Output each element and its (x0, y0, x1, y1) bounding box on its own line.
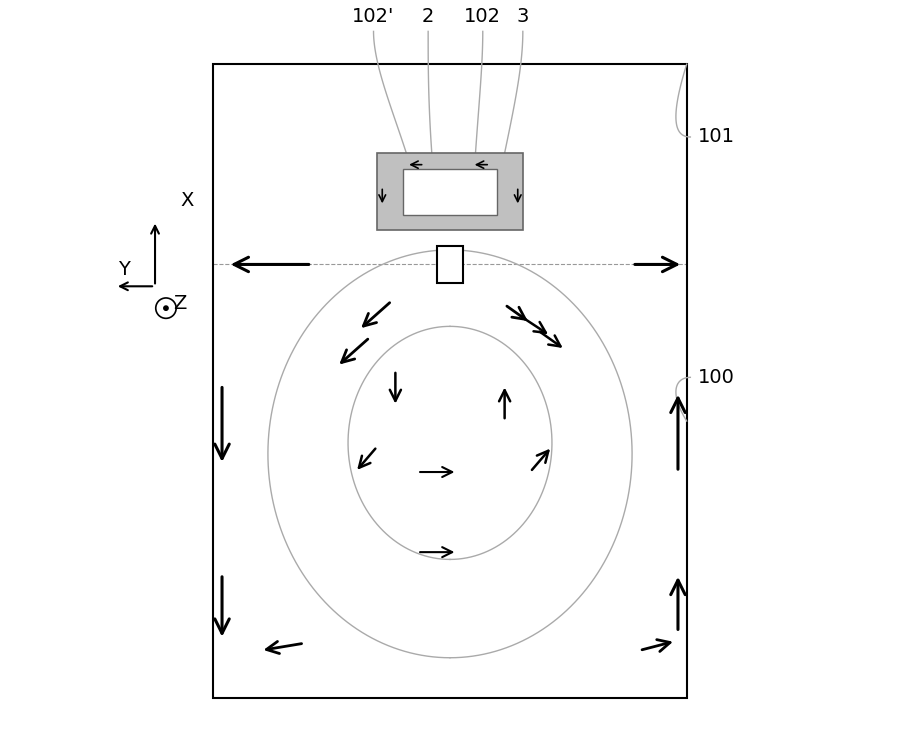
Circle shape (164, 306, 168, 310)
Text: 3: 3 (517, 7, 529, 27)
Text: Z: Z (173, 293, 186, 312)
Text: Y: Y (118, 260, 130, 279)
Bar (437, 246, 463, 283)
Text: 102: 102 (464, 7, 501, 27)
Text: X: X (181, 191, 194, 210)
Bar (377, 153, 523, 230)
Text: 100: 100 (698, 368, 734, 387)
Bar (402, 169, 498, 214)
Text: 102': 102' (352, 7, 395, 27)
Text: 101: 101 (698, 128, 734, 147)
Text: 2: 2 (422, 7, 435, 27)
Bar (213, 64, 687, 698)
